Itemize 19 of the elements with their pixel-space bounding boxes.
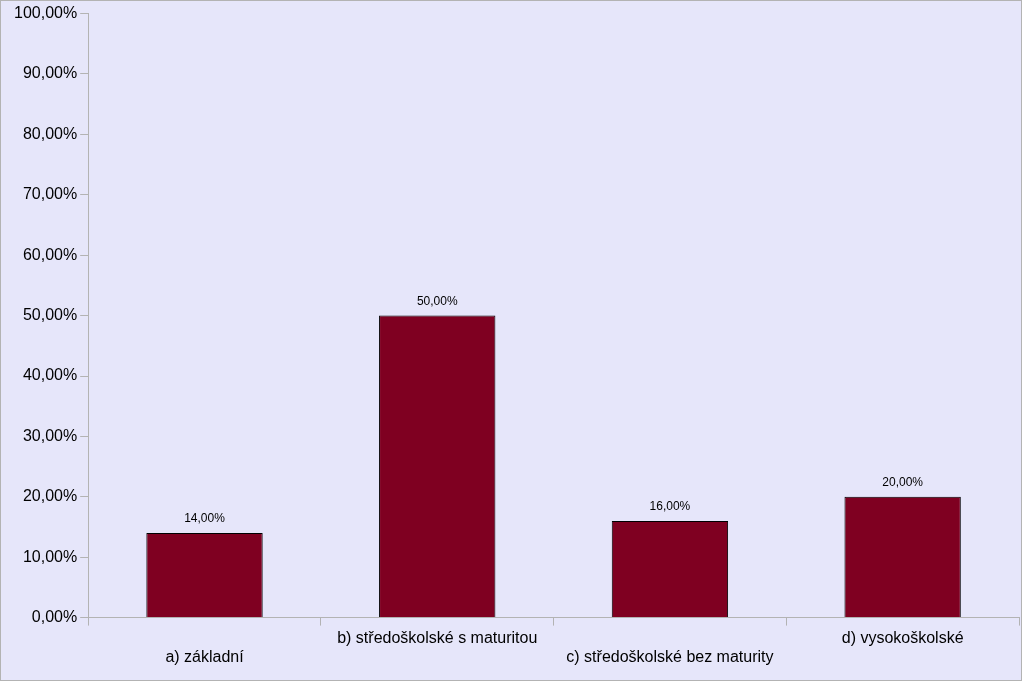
x-tick-label: a) základní: [165, 647, 245, 665]
x-tick-label: d) vysokoškolské: [841, 628, 964, 646]
y-tick-label: 60,00%: [22, 245, 78, 263]
y-tick-label: 10,00%: [22, 547, 78, 565]
y-tick-label: 100,00%: [13, 4, 78, 22]
data-label: 14,00%: [184, 511, 226, 526]
data-label: 50,00%: [416, 293, 458, 308]
y-tick-label: 40,00%: [22, 366, 78, 384]
data-label: 20,00%: [882, 475, 924, 490]
x-tick-label: b) středoškolské s maturitou: [337, 628, 538, 646]
y-tick-label: 50,00%: [22, 306, 78, 324]
y-tick-label: 70,00%: [22, 185, 78, 203]
y-tick-label: 80,00%: [22, 124, 78, 142]
y-tick-label: 0,00%: [31, 608, 78, 626]
y-tick-label: 30,00%: [22, 426, 78, 444]
y-tick-label: 90,00%: [22, 64, 78, 82]
x-tick-label: c) středoškolské bez maturity: [566, 647, 774, 665]
data-label: 16,00%: [649, 499, 691, 514]
y-tick-label: 20,00%: [22, 487, 78, 505]
